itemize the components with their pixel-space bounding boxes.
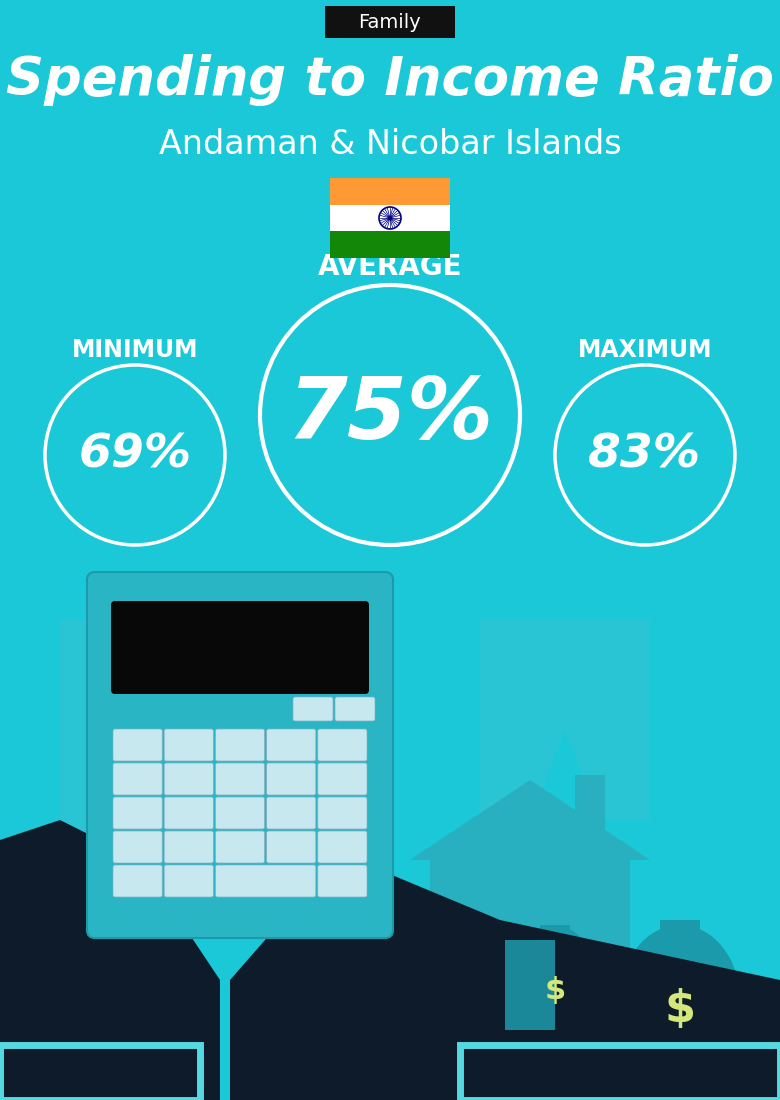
- Text: 83%: 83%: [588, 432, 701, 477]
- Bar: [330, 205, 450, 231]
- Bar: [545, 1028, 665, 1036]
- Text: AVERAGE: AVERAGE: [317, 253, 463, 280]
- Text: Family: Family: [359, 12, 421, 32]
- FancyBboxPatch shape: [215, 865, 316, 896]
- Ellipse shape: [620, 925, 740, 1075]
- FancyBboxPatch shape: [267, 798, 316, 829]
- FancyBboxPatch shape: [325, 6, 455, 38]
- Text: Spending to Income Ratio: Spending to Income Ratio: [6, 54, 774, 106]
- FancyBboxPatch shape: [165, 865, 214, 896]
- Polygon shape: [0, 820, 220, 1100]
- Bar: [330, 178, 450, 205]
- Polygon shape: [480, 620, 650, 820]
- Text: $: $: [544, 976, 566, 1004]
- Text: 75%: 75%: [287, 374, 493, 456]
- FancyBboxPatch shape: [87, 572, 393, 938]
- FancyBboxPatch shape: [113, 763, 162, 795]
- FancyBboxPatch shape: [267, 830, 316, 864]
- Bar: [545, 1010, 665, 1018]
- FancyBboxPatch shape: [215, 798, 264, 829]
- Bar: [575, 776, 605, 830]
- Bar: [430, 860, 630, 1030]
- Bar: [505, 940, 555, 1030]
- Ellipse shape: [515, 925, 595, 1035]
- FancyBboxPatch shape: [317, 729, 367, 761]
- Text: Andaman & Nicobar Islands: Andaman & Nicobar Islands: [158, 129, 622, 162]
- FancyBboxPatch shape: [460, 1045, 780, 1100]
- Bar: [545, 992, 665, 1000]
- Text: MAXIMUM: MAXIMUM: [578, 338, 712, 362]
- FancyBboxPatch shape: [165, 830, 214, 864]
- Bar: [545, 1037, 665, 1045]
- Text: 69%: 69%: [79, 432, 192, 477]
- FancyBboxPatch shape: [165, 763, 214, 795]
- FancyBboxPatch shape: [165, 798, 214, 829]
- Bar: [660, 920, 700, 945]
- Bar: [545, 1001, 665, 1009]
- FancyBboxPatch shape: [267, 729, 316, 761]
- Polygon shape: [60, 620, 310, 900]
- Text: MINIMUM: MINIMUM: [72, 338, 198, 362]
- FancyBboxPatch shape: [113, 729, 162, 761]
- FancyBboxPatch shape: [111, 601, 369, 694]
- FancyBboxPatch shape: [215, 763, 264, 795]
- FancyBboxPatch shape: [165, 729, 214, 761]
- FancyBboxPatch shape: [0, 1045, 200, 1100]
- FancyBboxPatch shape: [113, 865, 162, 896]
- FancyBboxPatch shape: [317, 763, 367, 795]
- Bar: [540, 925, 570, 945]
- FancyBboxPatch shape: [267, 763, 316, 795]
- Text: $: $: [665, 989, 696, 1032]
- Polygon shape: [230, 870, 780, 1100]
- FancyBboxPatch shape: [317, 798, 367, 829]
- Bar: [545, 1019, 665, 1027]
- Polygon shape: [410, 780, 650, 860]
- FancyBboxPatch shape: [293, 697, 333, 720]
- Bar: [330, 231, 450, 258]
- Circle shape: [388, 216, 392, 220]
- FancyBboxPatch shape: [215, 729, 264, 761]
- FancyBboxPatch shape: [113, 830, 162, 864]
- FancyBboxPatch shape: [215, 830, 264, 864]
- FancyBboxPatch shape: [317, 865, 367, 896]
- FancyBboxPatch shape: [335, 697, 375, 720]
- FancyBboxPatch shape: [317, 830, 367, 864]
- FancyBboxPatch shape: [113, 798, 162, 829]
